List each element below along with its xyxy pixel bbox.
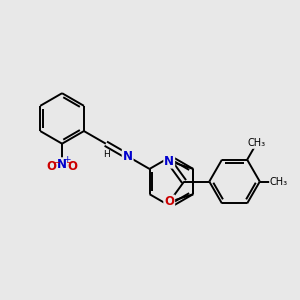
Text: CH₃: CH₃ xyxy=(270,177,288,187)
Text: CH₃: CH₃ xyxy=(248,138,266,148)
Text: O: O xyxy=(68,160,78,173)
Text: N: N xyxy=(57,158,67,171)
Text: N: N xyxy=(164,154,174,168)
Text: H: H xyxy=(103,151,110,160)
Text: −: − xyxy=(64,158,72,166)
Text: O: O xyxy=(46,160,56,173)
Text: −: − xyxy=(52,158,59,166)
Text: +: + xyxy=(63,155,70,164)
Text: O: O xyxy=(164,196,174,208)
Text: N: N xyxy=(123,150,133,163)
